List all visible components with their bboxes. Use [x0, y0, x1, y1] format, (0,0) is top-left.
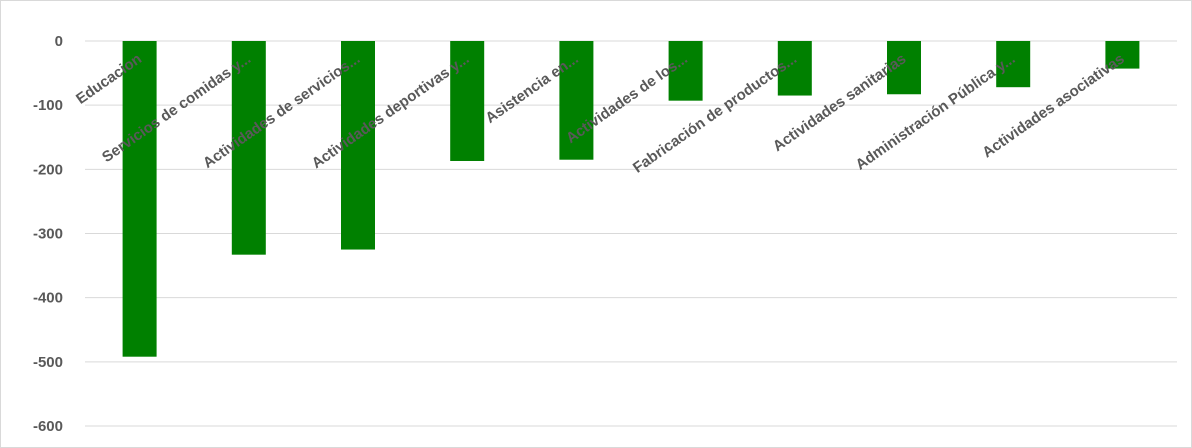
y-tick-label: 0 — [55, 33, 63, 50]
y-axis-tick-labels: 0 -100 -200 -300 -400 -500 -600 — [33, 33, 63, 435]
y-tick-label: -400 — [33, 290, 63, 307]
bar — [777, 41, 812, 96]
bars — [122, 41, 1140, 357]
bar — [559, 41, 594, 160]
y-tick-label: -600 — [33, 418, 63, 435]
bar — [450, 41, 485, 161]
y-tick-label: -200 — [33, 161, 63, 178]
bar — [1105, 41, 1140, 69]
bar — [122, 41, 157, 357]
y-tick-label: -100 — [33, 97, 63, 114]
y-tick-label: -300 — [33, 226, 63, 243]
y-tick-label: -500 — [33, 354, 63, 371]
bar — [341, 41, 375, 250]
bar — [668, 41, 703, 101]
bar — [996, 41, 1031, 88]
bar — [887, 41, 921, 95]
gridlines — [85, 40, 1177, 427]
bar — [231, 41, 266, 255]
